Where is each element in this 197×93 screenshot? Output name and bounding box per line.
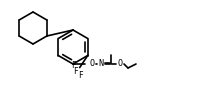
Text: F: F — [73, 67, 78, 76]
Text: O: O — [89, 60, 95, 69]
Text: F: F — [71, 61, 76, 70]
Text: N: N — [98, 60, 103, 69]
Text: F: F — [78, 71, 83, 80]
Text: O: O — [117, 60, 123, 69]
